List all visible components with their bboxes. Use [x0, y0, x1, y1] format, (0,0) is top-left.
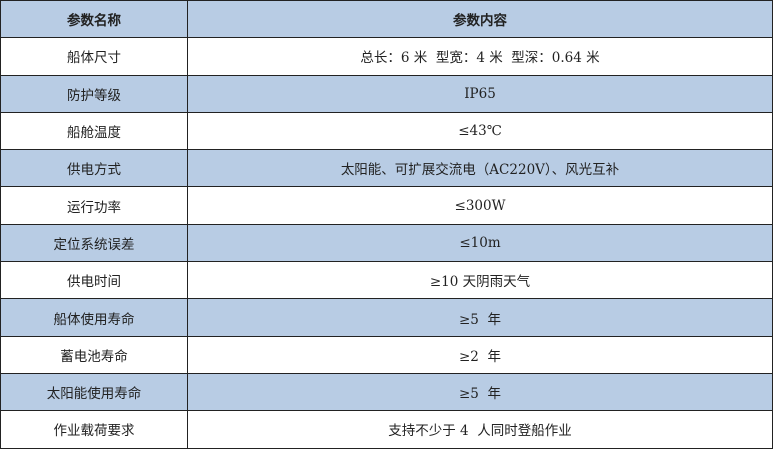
param-value: ≥2 年 [187, 335, 773, 374]
param-name: 防护等级 [0, 74, 188, 113]
table-row: 作业载荷要求 支持不少于 4 人同时登船作业 [0, 410, 773, 449]
param-value: 支持不少于 4 人同时登船作业 [187, 410, 773, 449]
param-value: ≥5 年 [187, 298, 773, 337]
param-name: 船体尺寸 [0, 37, 188, 76]
param-value: ≥5 年 [187, 372, 773, 412]
table-header-row: 参数名称 参数内容 [0, 0, 773, 39]
param-name: 供电时间 [0, 261, 188, 300]
param-value: IP65 [187, 74, 773, 113]
param-value: ≥10 天阴雨天气 [187, 261, 773, 300]
header-param-content: 参数内容 [187, 0, 773, 39]
table-row: 太阳能使用寿命 ≥5 年 [0, 372, 773, 412]
param-value: ≤10m [187, 223, 773, 263]
table-row: 供电方式 太阳能、可扩展交流电（AC220V）、风光互补 [0, 149, 773, 188]
table-row: 船舱温度 ≤43℃ [0, 111, 773, 151]
table-row: 定位系统误差 ≤10m [0, 223, 773, 263]
param-name: 蓄电池寿命 [0, 335, 188, 374]
param-name: 供电方式 [0, 149, 188, 188]
param-name: 运行功率 [0, 186, 188, 225]
header-param-name: 参数名称 [0, 0, 188, 39]
param-name: 船舱温度 [0, 111, 188, 151]
param-name: 太阳能使用寿命 [0, 372, 188, 412]
param-name: 定位系统误差 [0, 223, 188, 263]
param-name: 船体使用寿命 [0, 298, 188, 337]
param-value: 总长：6 米 型宽：4 米 型深：0.64 米 [187, 37, 773, 76]
param-value: ≤300W [187, 186, 773, 225]
table-row: 船体尺寸 总长：6 米 型宽：4 米 型深：0.64 米 [0, 37, 773, 76]
table-row: 防护等级 IP65 [0, 74, 773, 113]
table-row: 运行功率 ≤300W [0, 186, 773, 225]
table-row: 船体使用寿命 ≥5 年 [0, 298, 773, 337]
param-name: 作业载荷要求 [0, 410, 188, 449]
param-value: ≤43℃ [187, 111, 773, 151]
table-row: 供电时间 ≥10 天阴雨天气 [0, 261, 773, 300]
table-row: 蓄电池寿命 ≥2 年 [0, 335, 773, 374]
param-value: 太阳能、可扩展交流电（AC220V）、风光互补 [187, 149, 773, 188]
